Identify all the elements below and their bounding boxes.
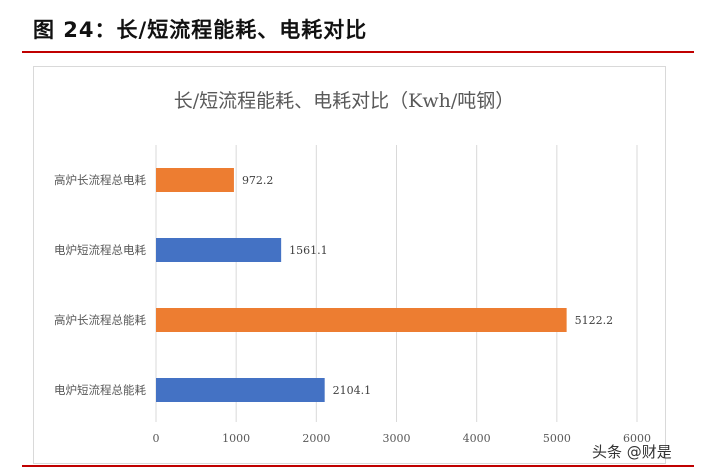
bottom-rule <box>22 465 694 467</box>
watermark: 头条 @财是 <box>592 443 672 461</box>
bar <box>156 308 567 332</box>
x-tick-label: 6000 <box>623 432 651 445</box>
top-rule <box>22 51 694 53</box>
x-tick-label: 3000 <box>383 432 411 445</box>
category-label: 高炉长流程总能耗 <box>54 313 146 327</box>
x-tick-label: 0 <box>153 432 160 445</box>
bar <box>156 238 282 262</box>
bar-chart: 0 1000 2000 3000 4000 5000 6000 高炉长流程总电耗 972.2 电炉… <box>54 90 651 445</box>
x-tick-label: 1000 <box>222 432 250 445</box>
category-label: 高炉长流程总电耗 <box>54 173 146 187</box>
x-tick-label: 2000 <box>302 432 330 445</box>
data-label: 972.2 <box>242 174 274 187</box>
category-label: 电炉短流程总电耗 <box>54 243 146 257</box>
figure-title: 图 24：长/短流程能耗、电耗对比 <box>33 18 368 42</box>
bar <box>156 378 325 402</box>
data-label: 5122.2 <box>575 314 614 327</box>
x-tick-label: 5000 <box>543 432 571 445</box>
category-label: 电炉短流程总能耗 <box>54 383 146 397</box>
data-label: 1561.1 <box>289 244 328 257</box>
chart-title: 长/短流程能耗、电耗对比（Kwh/吨钢） <box>174 90 515 112</box>
x-tick-label: 4000 <box>463 432 491 445</box>
data-label: 2104.1 <box>333 384 372 397</box>
bar <box>156 168 234 192</box>
chart-frame: 0 1000 2000 3000 4000 5000 6000 高炉长流程总电耗 972.2 电炉… <box>33 66 666 464</box>
